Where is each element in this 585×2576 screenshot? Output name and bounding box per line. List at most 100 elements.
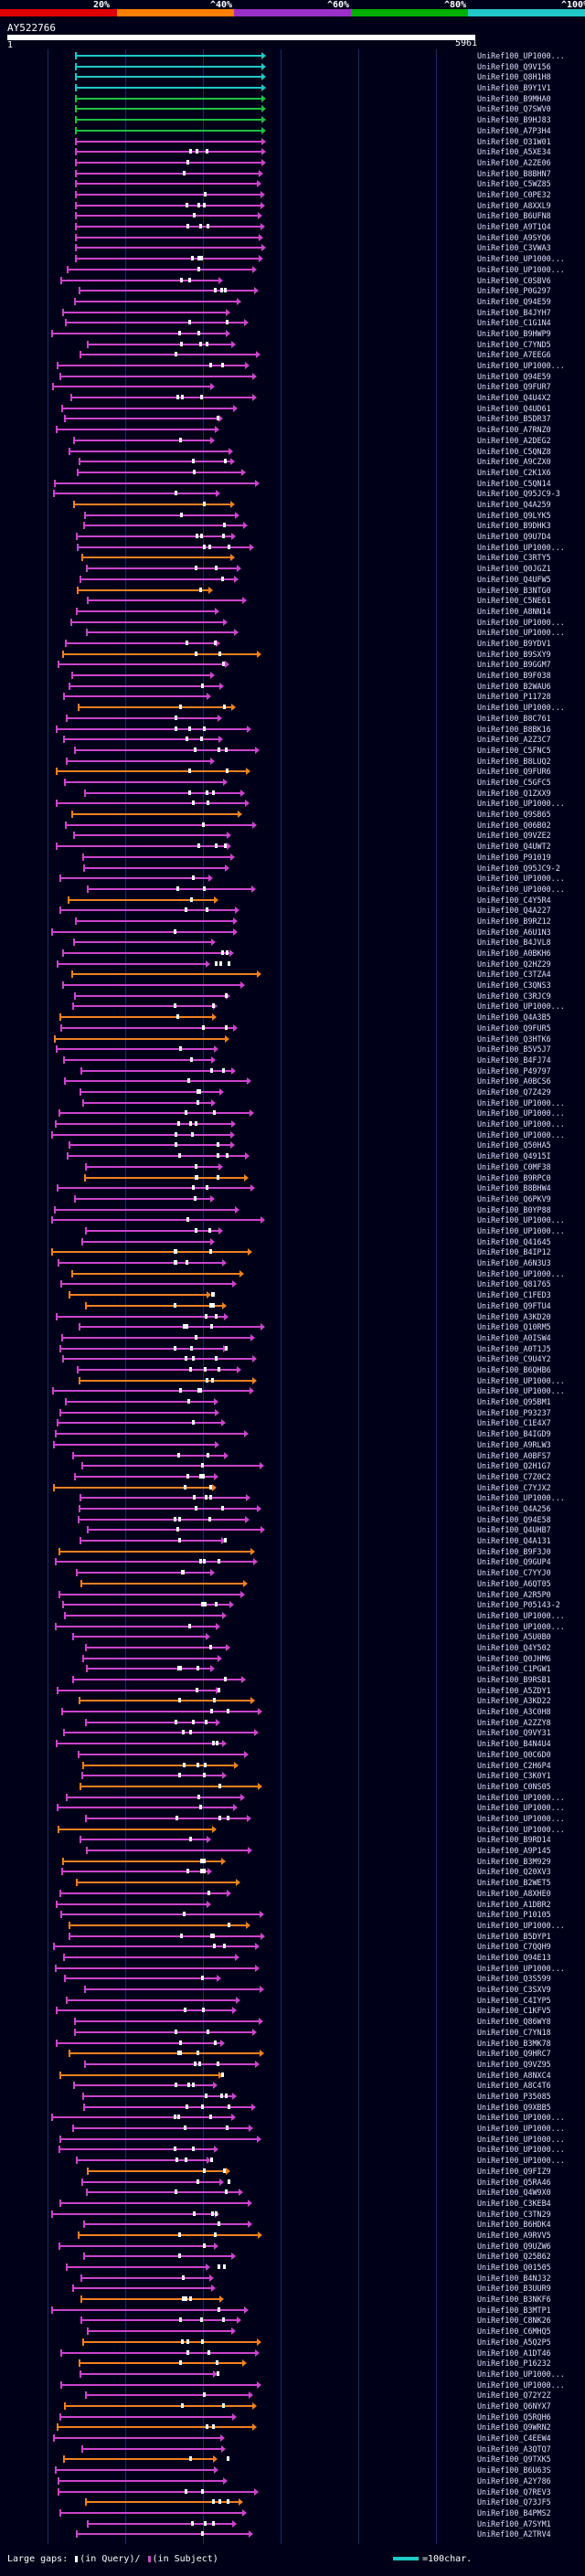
hit-link[interactable]: UniRef100_B3MK78 <box>477 2038 551 2048</box>
hit-link[interactable]: UniRef100_C9U4Y2 <box>477 1354 551 1364</box>
hit-link[interactable]: UniRef100_B5DYP1 <box>477 1931 551 1941</box>
hit-link[interactable]: UniRef100_C3VWA3 <box>477 243 551 253</box>
hit-link[interactable]: UniRef100_Q4U4X2 <box>477 393 551 403</box>
hit-link[interactable]: UniRef100_B4PMS2 <box>477 2507 551 2518</box>
hit-link[interactable]: UniRef100_Q9VZ95 <box>477 2059 551 2069</box>
hit-link[interactable]: UniRef100_Q7REV3 <box>477 2486 551 2496</box>
hit-link[interactable]: UniRef100_Q9SB65 <box>477 810 551 820</box>
hit-link[interactable]: UniRef100_C6MHQ5 <box>477 2327 551 2337</box>
hit-link[interactable]: UniRef100_C0MF38 <box>477 1161 551 1171</box>
hit-link[interactable]: UniRef100_B4N4U4 <box>477 1739 551 1749</box>
hit-link[interactable]: UniRef100_C5FNC5 <box>477 745 551 755</box>
hit-link[interactable]: UniRef100_Q9HRC7 <box>477 2049 551 2059</box>
hit-link[interactable]: UniRef100_Q95JC9-2 <box>477 863 560 873</box>
hit-link[interactable]: UniRef100_Q9V156 <box>477 61 551 71</box>
hit-link[interactable]: UniRef100_A9SYQ6 <box>477 232 551 242</box>
hit-link[interactable]: UniRef100_A5XE34 <box>477 147 551 157</box>
hit-link[interactable]: UniRef100_B9HJ83 <box>477 115 551 125</box>
hit-link[interactable]: UniRef100_A2R5P0 <box>477 1589 551 1599</box>
hit-link[interactable]: UniRef100_P49797 <box>477 1065 551 1076</box>
hit-link[interactable]: UniRef100_UP1000... <box>477 1226 565 1235</box>
hit-link[interactable]: UniRef100_UP1000... <box>477 1129 565 1140</box>
hit-link[interactable]: UniRef100_UP1000... <box>477 1814 565 1823</box>
hit-link[interactable]: UniRef100_B9RD14 <box>477 1835 551 1845</box>
hit-link[interactable]: UniRef100_Q95JC9-3 <box>477 489 560 499</box>
hit-link[interactable]: UniRef100_B3MTP1 <box>477 2305 551 2315</box>
hit-link[interactable]: UniRef100_A7SYM1 <box>477 2518 551 2528</box>
hit-link[interactable]: UniRef100_Q0C6D0 <box>477 1749 551 1759</box>
hit-link[interactable]: UniRef100_Q4A259 <box>477 500 551 510</box>
hit-link[interactable]: UniRef100_C7YYJ0 <box>477 1568 551 1578</box>
hit-link[interactable]: UniRef100_P0G297 <box>477 286 551 296</box>
hit-link[interactable]: UniRef100_Q5RA46 <box>477 2177 551 2187</box>
hit-link[interactable]: UniRef100_B4IP12 <box>477 1247 551 1257</box>
hit-link[interactable]: UniRef100_B9HWP9 <box>477 328 551 338</box>
hit-link[interactable]: UniRef100_UP1000... <box>477 1963 565 1973</box>
hit-link[interactable]: UniRef100_Q4A227 <box>477 906 551 916</box>
hit-link[interactable]: UniRef100_B2WAU6 <box>477 681 551 691</box>
hit-link[interactable]: UniRef100_B3M929 <box>477 1856 551 1866</box>
hit-link[interactable]: UniRef100_A0BFS7 <box>477 1450 551 1460</box>
hit-link[interactable]: UniRef100_Q4W9X0 <box>477 2188 551 2198</box>
hit-link[interactable]: UniRef100_UP1000... <box>477 1119 565 1129</box>
hit-link[interactable]: UniRef100_B6U63S <box>477 2465 551 2475</box>
hit-link[interactable]: UniRef100_A3KD22 <box>477 1696 551 1706</box>
hit-link[interactable]: UniRef100_Q4UD61 <box>477 403 551 413</box>
hit-link[interactable]: UniRef100_C1FED3 <box>477 1290 551 1300</box>
hit-link[interactable]: UniRef100_C5QNZ8 <box>477 446 551 456</box>
hit-link[interactable]: UniRef100_A1DT46 <box>477 2348 551 2358</box>
hit-link[interactable]: UniRef100_UP1000... <box>477 1375 565 1385</box>
hit-link[interactable]: UniRef100_B9RPC0 <box>477 1172 551 1182</box>
hit-link[interactable]: UniRef100_A6U1N3 <box>477 927 551 937</box>
hit-link[interactable]: UniRef100_C7QQH9 <box>477 1942 551 1952</box>
hit-link[interactable]: UniRef100_Q9GUP4 <box>477 1557 551 1567</box>
hit-link[interactable]: UniRef100_Q9FUR7 <box>477 382 551 392</box>
hit-link[interactable]: UniRef100_Q4A3B5 <box>477 1012 551 1023</box>
hit-link[interactable]: UniRef100_Q7Z429 <box>477 1087 551 1097</box>
hit-link[interactable]: UniRef100_UP1000... <box>477 1002 565 1012</box>
hit-link[interactable]: UniRef100_UP1000... <box>477 884 565 894</box>
hit-link[interactable]: UniRef100_C8NK26 <box>477 2316 551 2326</box>
hit-link[interactable]: UniRef100_P11728 <box>477 692 551 702</box>
hit-link[interactable]: UniRef100_C3RJC9 <box>477 991 551 1001</box>
hit-link[interactable]: UniRef100_A3QTQ7 <box>477 2443 551 2454</box>
hit-link[interactable]: UniRef100_Q7SWV0 <box>477 104 551 114</box>
hit-link[interactable]: UniRef100_A3C0H8 <box>477 1707 551 1717</box>
hit-link[interactable]: UniRef100_C0SBV6 <box>477 275 551 285</box>
hit-link[interactable]: UniRef100_UP1000... <box>477 1621 565 1631</box>
hit-link[interactable]: UniRef100_UP1000... <box>477 51 565 60</box>
hit-link[interactable]: UniRef100_UP1000... <box>477 628 565 638</box>
hit-link[interactable]: UniRef100_B6UFN8 <box>477 211 551 221</box>
hit-link[interactable]: UniRef100_B4FJ74 <box>477 1055 551 1065</box>
hit-link[interactable]: UniRef100_UP1000... <box>477 2113 565 2123</box>
hit-link[interactable]: UniRef100_A0BCS6 <box>477 1076 551 1087</box>
hit-link[interactable]: UniRef100_UP1000... <box>477 1792 565 1802</box>
hit-link[interactable]: UniRef100_Q95BM1 <box>477 1397 551 1407</box>
hit-link[interactable]: UniRef100_Q9WRN2 <box>477 2422 551 2433</box>
hit-link[interactable]: UniRef100_Q2H1G7 <box>477 1461 551 1471</box>
hit-link[interactable]: UniRef100_A1DBR2 <box>477 1899 551 1909</box>
hit-link[interactable]: UniRef100_Q2HZ29 <box>477 959 551 969</box>
hit-link[interactable]: UniRef100_B9DHK3 <box>477 521 551 531</box>
hit-link[interactable]: UniRef100_Q4UWT2 <box>477 842 551 852</box>
hit-link[interactable]: UniRef100_Q4Y502 <box>477 1642 551 1652</box>
hit-link[interactable]: UniRef100_Q10RM5 <box>477 1322 551 1332</box>
hit-link[interactable]: UniRef100_UP1000... <box>477 2124 565 2134</box>
hit-link[interactable]: UniRef100_P91019 <box>477 852 551 862</box>
hit-link[interactable]: UniRef100_B8LUQ2 <box>477 756 551 766</box>
hit-link[interactable]: UniRef100_C7YND5 <box>477 339 551 349</box>
hit-link[interactable]: UniRef100_Q41645 <box>477 1236 551 1246</box>
hit-link[interactable]: UniRef100_P05143-2 <box>477 1600 560 1610</box>
hit-link[interactable]: UniRef100_B9F038 <box>477 671 551 681</box>
hit-link[interactable]: UniRef100_UP1000... <box>477 542 565 552</box>
hit-link[interactable]: UniRef100_C3TN29 <box>477 2209 551 2219</box>
hit-link[interactable]: UniRef100_C0NS05 <box>477 1781 551 1791</box>
hit-link[interactable]: UniRef100_Q9TXK5 <box>477 2454 551 2465</box>
hit-link[interactable]: UniRef100_A6QT05 <box>477 1578 551 1588</box>
hit-link[interactable]: UniRef100_Q01505 <box>477 2263 551 2273</box>
hit-link[interactable]: UniRef100_Q94E59 <box>477 296 551 306</box>
hit-link[interactable]: UniRef100_A2ZE06 <box>477 157 551 167</box>
hit-link[interactable]: UniRef100_UP1000... <box>477 617 565 627</box>
hit-link[interactable]: UniRef100_Q9VZE2 <box>477 831 551 841</box>
hit-link[interactable]: UniRef100_Q94E59 <box>477 371 551 381</box>
